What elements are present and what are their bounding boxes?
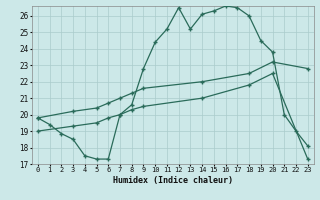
X-axis label: Humidex (Indice chaleur): Humidex (Indice chaleur) [113,176,233,185]
